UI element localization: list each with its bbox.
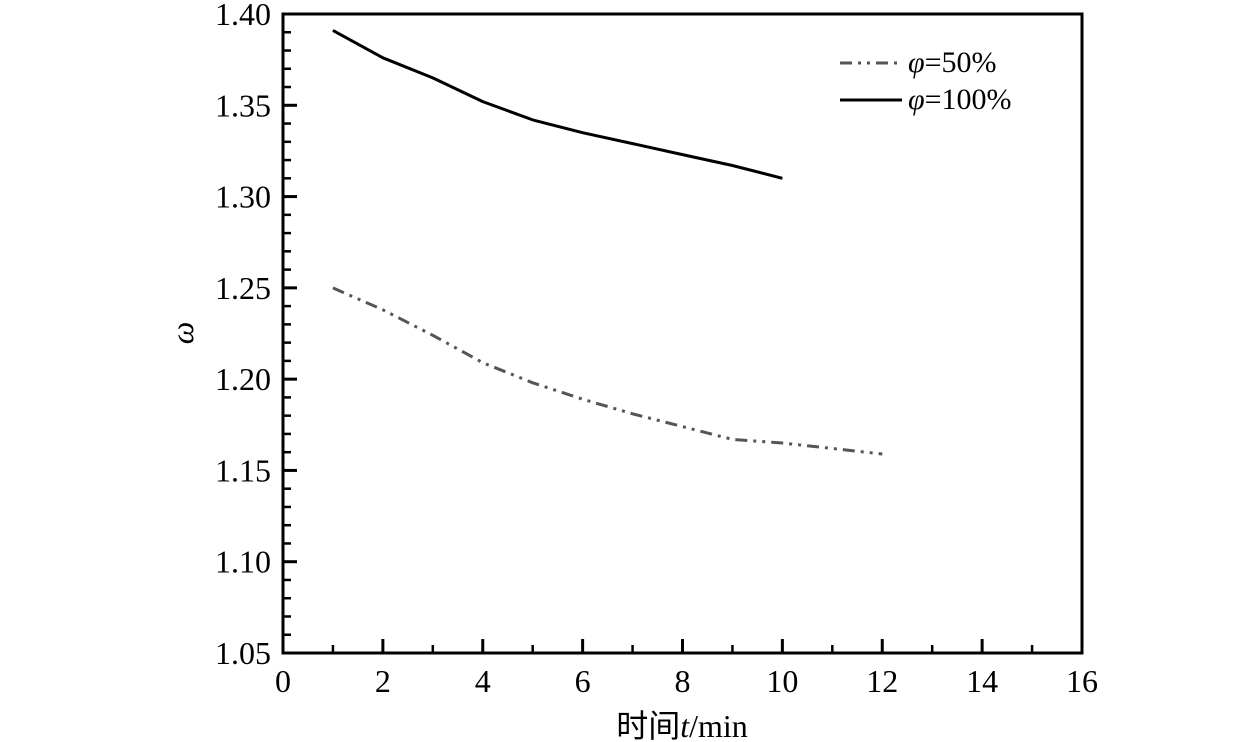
x-tick-label: 0 [275,663,291,699]
y-tick-label: 1.40 [215,0,271,32]
x-tick-label: 8 [675,663,691,699]
plot-frame [281,12,1084,655]
x-tick-label: 12 [866,663,898,699]
y-tick-label: 1.05 [215,635,271,671]
x-axis-label: 时间t/min [616,708,748,742]
x-tick-label: 6 [575,663,591,699]
y-tick-label: 1.10 [215,544,271,580]
y-axis-label: ω [164,322,200,345]
x-tick-label: 14 [966,663,998,699]
axis-ticks: 1.05 1.10 1.15 1.20 1.25 1.30 1.35 1.40 0 2 4 6 8 10 1… [215,0,1098,699]
x-tick-label: 2 [375,663,391,699]
legend: φ=50% φ=100% [840,46,1012,116]
series-line-phi-100 [332,29,783,180]
x-tick-label: 10 [766,663,798,699]
x-tick-label: 16 [1066,663,1098,699]
y-tick-label: 1.35 [215,87,271,123]
y-tick-label: 1.25 [215,270,271,306]
y-tick-label: 1.15 [215,452,271,488]
legend-label-100: φ=100% [908,83,1012,116]
y-tick-label: 1.20 [215,361,271,397]
legend-label-50: φ=50% [908,46,997,79]
series-line-phi-50 [332,286,883,456]
y-tick-label: 1.30 [215,179,271,215]
x-tick-label: 4 [475,663,491,699]
series-lines [332,29,883,456]
